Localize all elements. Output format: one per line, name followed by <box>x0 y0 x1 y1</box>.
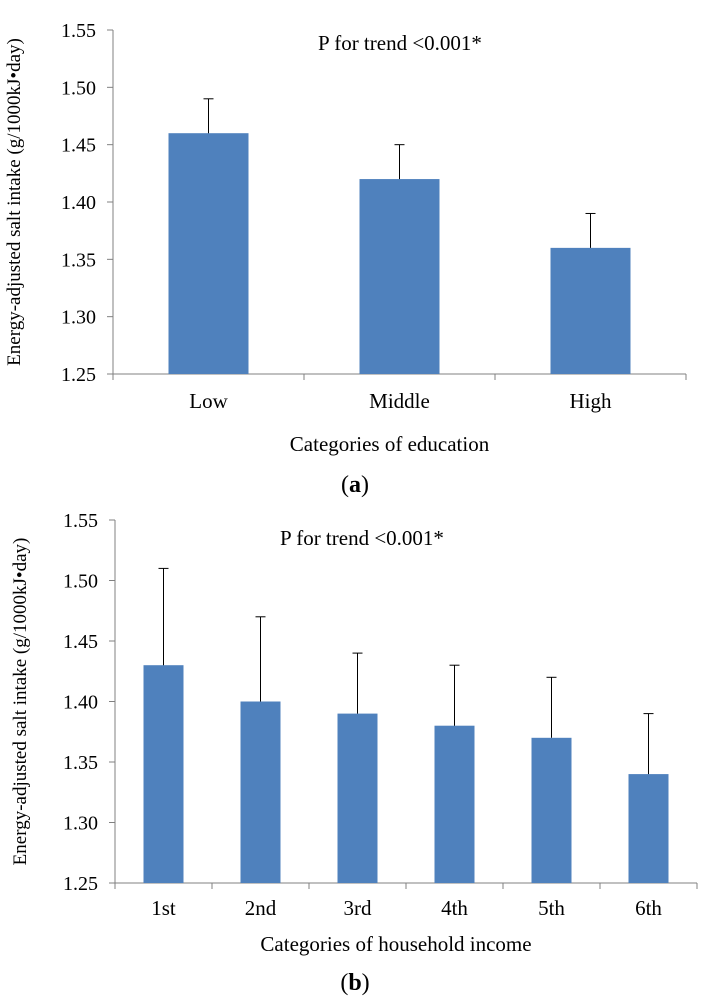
y-tick-label: 1.40 <box>63 692 98 714</box>
bar-middle <box>359 179 440 374</box>
bar-high <box>550 247 631 374</box>
x-tick-label: High <box>570 389 613 413</box>
p-trend-annotation: P for trend <0.001* <box>318 31 482 55</box>
x-tick-label: Low <box>189 389 228 413</box>
y-tick-label: 1.35 <box>63 752 98 774</box>
y-tick-label: 1.30 <box>61 307 96 329</box>
x-tick-label: 3rd <box>344 896 372 920</box>
x-tick-label: 5th <box>538 896 565 920</box>
bar-low <box>168 133 249 374</box>
bar-6th <box>628 774 669 883</box>
chart-panel-a: 1.25 1.30 1.35 1.40 1.45 1.50 1.55 Low Middle Hig… <box>4 20 687 498</box>
x-axis-title: Categories of education <box>290 432 490 456</box>
y-tick-label: 1.35 <box>61 249 96 271</box>
y-tick-label: 1.25 <box>61 364 96 386</box>
y-tick-label: 1.25 <box>63 873 98 895</box>
bar-3rd <box>337 713 378 883</box>
bar-4th <box>434 725 475 883</box>
panel-label: (b) <box>340 970 369 996</box>
y-tick-label: 1.55 <box>61 20 96 42</box>
y-tick-label: 1.45 <box>63 631 98 653</box>
panel-letter: a <box>349 472 361 498</box>
panel-label: (a) <box>341 472 369 498</box>
bar-1st <box>143 665 184 883</box>
y-tick-label: 1.55 <box>63 510 98 532</box>
y-tick-label: 1.50 <box>63 571 98 593</box>
y-tick-label: 1.50 <box>61 77 96 99</box>
x-tick-label: 1st <box>151 896 176 920</box>
x-tick-label: 2nd <box>245 896 277 920</box>
y-tick-label: 1.30 <box>63 813 98 835</box>
y-axis-title: Energy-adjusted salt intake (g/1000kJ•da… <box>4 38 25 366</box>
p-trend-annotation: P for trend <0.001* <box>280 526 444 550</box>
bar-2nd <box>240 701 281 883</box>
chart-panel-b: 1.25 1.30 1.35 1.40 1.45 1.50 1.55 1st 2nd 3rd 4th… <box>10 510 698 996</box>
bar-5th <box>531 737 572 883</box>
x-tick-label: Middle <box>369 389 430 413</box>
panel-letter: b <box>348 970 361 996</box>
x-tick-label: 4th <box>441 896 468 920</box>
y-tick-label: 1.40 <box>61 192 96 214</box>
x-axis-title: Categories of household income <box>260 932 531 956</box>
x-tick-label: 6th <box>635 896 662 920</box>
y-tick-label: 1.45 <box>61 135 96 157</box>
y-axis-title: Energy-adjusted salt intake (g/1000kJ•da… <box>10 538 31 866</box>
